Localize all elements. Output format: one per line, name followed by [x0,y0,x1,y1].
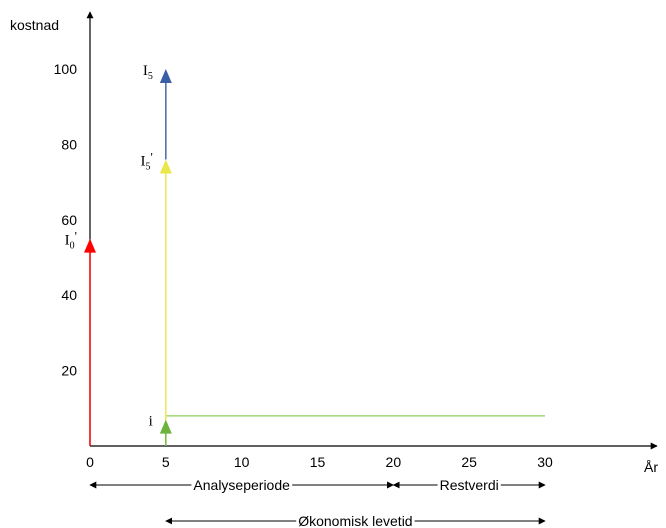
period-span: Analyseperiode [89,477,395,493]
span-label-gap [437,483,501,487]
y-tick-label: 100 [54,61,78,77]
x-tick-label: 30 [537,454,553,470]
x-tick-label: 25 [461,454,477,470]
y-axis-label: kostnad [10,17,59,33]
y-tick-label: 20 [61,363,77,379]
span-label-gap [296,519,415,523]
cost-arrow: i [149,414,172,446]
y-tick-label: 60 [61,212,77,228]
x-tick-label: 20 [386,454,402,470]
arrow-label: i [149,414,153,430]
x-tick-label: 10 [234,454,250,470]
arrow-head [159,69,172,83]
y-tick-labels: 20 40 60 80 100 [54,61,78,379]
arrow-head [84,238,96,253]
span-label-gap [191,483,293,487]
span-label: Restverdi [440,477,499,493]
x-tick-label: 5 [162,454,170,470]
axes: kostnad År [10,11,658,475]
period-span: Restverdi [392,477,546,493]
arrow-head [159,419,172,434]
arrow-label: I5' [140,149,152,172]
x-tick-label: 0 [86,454,94,470]
cost-arrow: I0' [65,229,96,446]
y-tick-label: 40 [61,287,77,303]
arrow-label: I5 [143,63,153,82]
x-tick-label: 15 [310,454,326,470]
arrow-head [159,159,172,174]
span-label: Analyseperiode [193,477,290,493]
cost-arrow: I5' [140,149,172,446]
x-tick-labels: 0 5 10 15 20 25 30 [86,454,553,470]
period-spans: Analyseperiode Restverdi Økonomisk levetid [89,477,546,528]
y-tick-label: 80 [61,136,77,152]
cost-arrows: I0' I5' I5 i [65,63,172,446]
cost-arrow: I5 [143,63,172,160]
arrow-label: I0' [65,229,77,252]
span-label: Økonomisk levetid [298,513,412,528]
period-span: Økonomisk levetid [165,513,546,528]
x-axis-label: År [644,459,658,475]
